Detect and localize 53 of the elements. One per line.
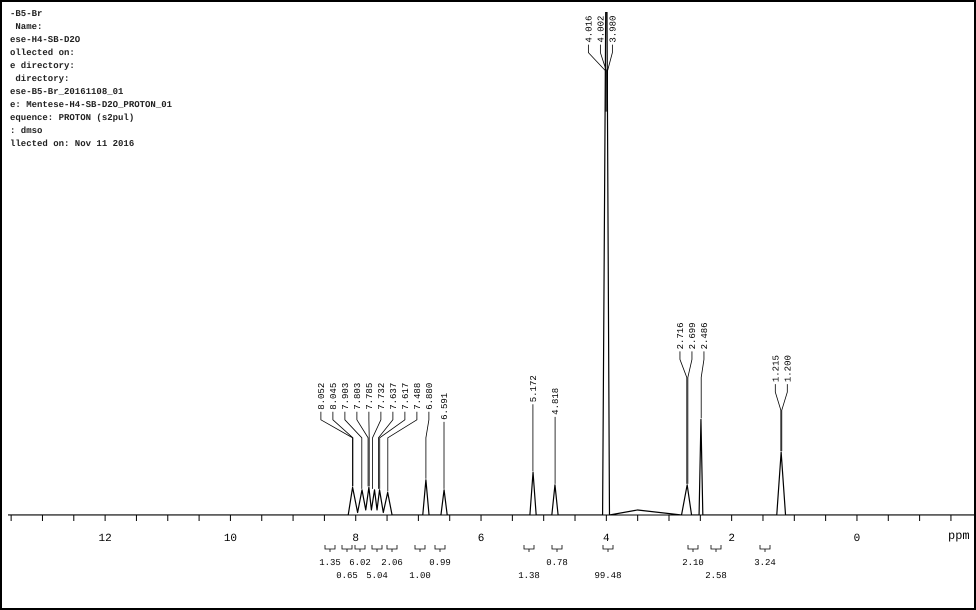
annotation: directory: <box>10 74 70 84</box>
x-tick-label: 0 <box>854 532 860 545</box>
text: 2.06 <box>381 558 403 568</box>
annotation: ese-B5-Br_20161108_01 <box>10 87 124 97</box>
annotation: equence: PROTON (s2pul) <box>10 113 134 123</box>
annotation: : dmso <box>10 126 42 136</box>
annotation: e: Mentese-H4-SB-D2O_PROTON_01 <box>10 100 173 110</box>
annotation: 6.880 <box>424 382 435 410</box>
text: 0.99 <box>429 558 451 568</box>
annotation: Name: <box>10 22 42 32</box>
annotation: 7.732 <box>376 382 387 410</box>
annotation: e directory: <box>10 61 75 71</box>
annotation: 7.488 <box>412 382 423 410</box>
text: 5.04 <box>366 571 388 581</box>
annotation: 3.980 <box>608 16 618 43</box>
text: 2.10 <box>682 558 704 568</box>
annotation: 7.785 <box>364 382 375 410</box>
annotation: 4.016 <box>584 16 594 43</box>
x-tick-label: 4 <box>603 532 610 545</box>
x-tick-label: 8 <box>352 532 360 545</box>
text: 0.78 <box>546 558 568 568</box>
annotation: 1.200 <box>783 355 794 382</box>
text: 99.48 <box>594 571 622 581</box>
annotation: -B5-Br <box>10 9 42 19</box>
annotation: 4.002 <box>596 16 606 43</box>
text: 6.02 <box>349 558 371 568</box>
annotation: 7.637 <box>388 382 399 410</box>
annotation: ollected on: <box>10 48 75 58</box>
annotation: 4.818 <box>551 388 562 415</box>
annotation: 7.903 <box>340 382 351 410</box>
annotation: 2.716 <box>676 322 686 350</box>
text: 0.65 <box>336 571 358 581</box>
x-tick-label: 12 <box>98 532 112 545</box>
annotation: 1.215 <box>771 355 782 382</box>
x-axis-title: ppm <box>948 529 970 543</box>
text: 1.35 <box>319 558 341 568</box>
annotation: 8.052 <box>316 382 327 410</box>
x-tick-label: 6 <box>478 532 484 545</box>
annotation: 2.486 <box>700 322 710 350</box>
annotation: 6.591 <box>440 392 450 420</box>
text: 3.24 <box>754 558 776 568</box>
annotation: 7.803 <box>352 382 363 410</box>
annotation: 8.045 <box>328 382 339 410</box>
text: 1.00 <box>409 571 431 581</box>
annotation: 5.172 <box>528 375 539 402</box>
x-tick-label: 2 <box>728 532 735 545</box>
annotation: llected on: Nov 11 2016 <box>10 139 134 149</box>
x-tick-label: 10 <box>224 532 238 545</box>
text: 1.38 <box>518 571 540 581</box>
annotation: ese-H4-SB-D2O <box>10 35 81 45</box>
annotation: 7.617 <box>400 382 411 410</box>
annotation: 2.699 <box>688 322 698 350</box>
text: 2.58 <box>705 571 727 581</box>
